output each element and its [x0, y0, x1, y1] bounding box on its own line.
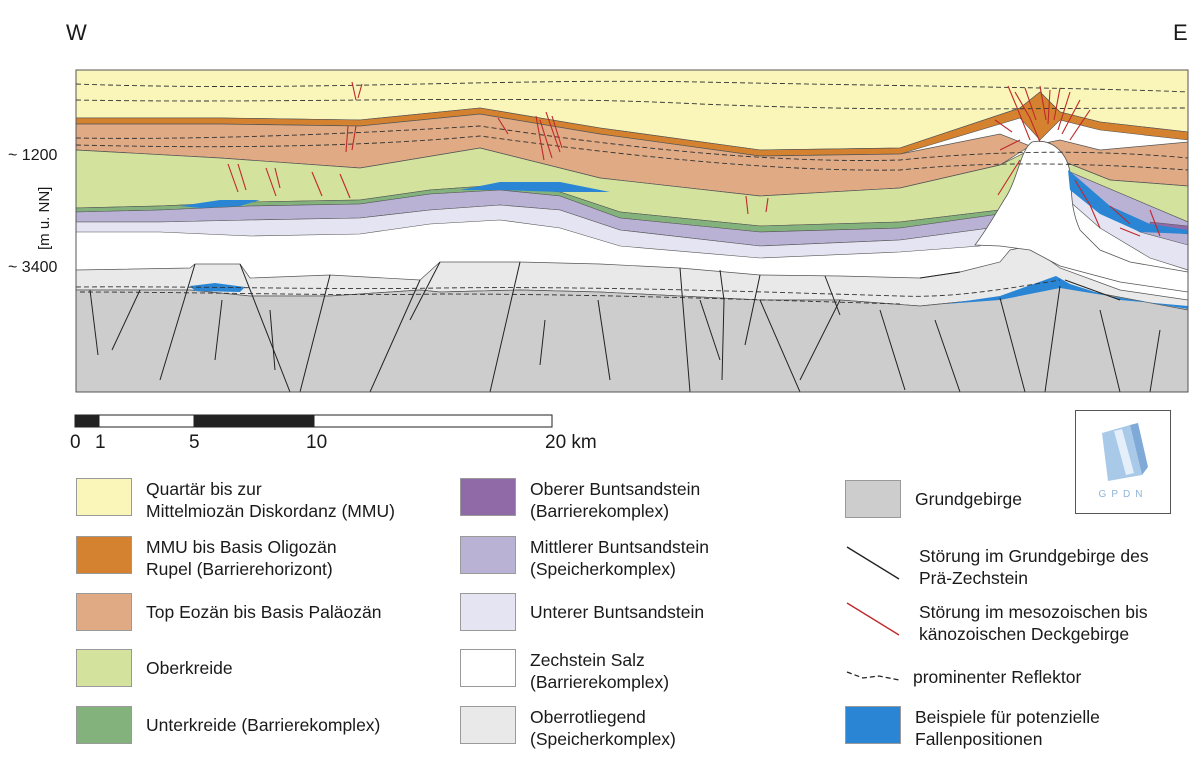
- swatch-unterer-bunt: [460, 593, 516, 631]
- trap-east-flank: [1068, 170, 1188, 234]
- logo-text: GPDN: [1098, 489, 1148, 500]
- swatch-oberkreide: [76, 649, 132, 687]
- legend-unterkreide: Unterkreide (Barrierekomplex): [76, 706, 380, 744]
- swatch-mmu: [76, 536, 132, 574]
- legend-oberer-bunt: Oberer Buntsandstein (Barrierekomplex): [460, 478, 700, 522]
- layer-grundgebirge: [76, 285, 1188, 392]
- legend-label-stoerung-grund: Störung im Grundgebirge des Prä-Zechstei…: [919, 546, 1149, 588]
- legend-oberrotliegend: Oberrotliegend (Speicherkomplex): [460, 706, 676, 750]
- scale-label-0: 0: [70, 432, 81, 453]
- cover-faults: [227, 81, 1161, 237]
- depth-tick-1200: ~ 1200: [8, 147, 58, 164]
- basement-faults: [89, 261, 1161, 392]
- salt-diapir: [974, 140, 1188, 293]
- legend-fallen: Beispiele für potenzielle Fallenposition…: [845, 706, 1100, 750]
- legend-stoerung-grund: Störung im Grundgebirge des Prä-Zechstei…: [845, 545, 1149, 589]
- scale-label-10: 10: [306, 432, 328, 453]
- legend-zechstein: Zechstein Salz (Barrierekomplex): [460, 649, 669, 693]
- legend-label-oberkreide: Oberkreide: [146, 658, 233, 678]
- reflector-dashed-symbol: [846, 671, 900, 681]
- legend-label-mmu: MMU bis Basis Oligozän Rupel (Barriereho…: [146, 537, 337, 579]
- geological-cross-section: [75, 69, 1189, 393]
- legend-label-quartaer: Quartär bis zur Mittelmiozän Diskordanz …: [146, 479, 395, 521]
- east-label: E: [1173, 20, 1188, 45]
- scale-label-1: 1: [95, 432, 106, 453]
- swatch-oberrotliegend: [460, 706, 516, 744]
- west-label: W: [66, 20, 87, 45]
- swatch-quartaer: [76, 478, 132, 516]
- scale-label-5: 5: [189, 432, 200, 453]
- legend-stoerung-meso: Störung im mesozoischen bis känozoischen…: [845, 601, 1148, 645]
- legend-grundgebirge: Grundgebirge: [845, 480, 1022, 518]
- trap-west-lower: [190, 283, 245, 292]
- legend-label-fallen: Beispiele für potenzielle Fallenposition…: [915, 707, 1100, 749]
- gpdn-logo: GPDN: [1075, 410, 1171, 514]
- scale-label-20km: 20 km: [545, 432, 597, 453]
- trap-middle: [460, 182, 610, 192]
- legend-label-stoerung-meso: Störung im mesozoischen bis känozoischen…: [919, 602, 1148, 644]
- layer-unterer-bunt: [76, 204, 991, 259]
- logo-graphic: [1102, 423, 1148, 481]
- trap-west-upper: [180, 200, 260, 208]
- legend-reflektor: prominenter Reflektor: [845, 660, 1081, 698]
- legend-label-grundgebirge: Grundgebirge: [915, 489, 1023, 509]
- legend-label-reflektor: prominenter Reflektor: [913, 667, 1082, 687]
- fault-red-symbol: [846, 602, 900, 636]
- swatch-mittlerer-bunt: [460, 536, 516, 574]
- legend-mittlerer-bunt: Mittlerer Buntsandstein (Speicherkomplex…: [460, 536, 709, 580]
- legend-label-oberrotliegend: Oberrotliegend (Speicherkomplex): [530, 707, 676, 749]
- swatch-zechstein: [460, 649, 516, 687]
- legend-label-mittlerer-bunt: Mittlerer Buntsandstein (Speicherkomplex…: [530, 537, 709, 579]
- reflector-lines: [76, 80, 1188, 305]
- legend-label-unterkreide: Unterkreide (Barrierekomplex): [146, 715, 381, 735]
- legend-label-eozaen: Top Eozän bis Basis Paläozän: [146, 602, 382, 622]
- swatch-oberer-bunt: [460, 478, 516, 516]
- legend-label-zechstein: Zechstein Salz (Barrierekomplex): [530, 650, 670, 692]
- swatch-grundgebirge: [845, 480, 901, 518]
- depth-tick-3400: ~ 3400: [8, 259, 58, 276]
- legend-label-oberer-bunt: Oberer Buntsandstein (Barrierekomplex): [530, 479, 701, 521]
- legend-label-unterer-bunt: Unterer Buntsandstein: [530, 602, 705, 622]
- legend-quartaer: Quartär bis zur Mittelmiozän Diskordanz …: [76, 478, 395, 522]
- trap-east-lower: [945, 276, 1188, 309]
- swatch-unterkreide: [76, 706, 132, 744]
- scale-bar: [74, 414, 553, 428]
- swatch-fallen: [845, 706, 901, 744]
- legend-eozaen: Top Eozän bis Basis Paläozän: [76, 593, 381, 631]
- fault-black-symbol: [846, 546, 900, 580]
- legend-mmu: MMU bis Basis Oligozän Rupel (Barriereho…: [76, 536, 337, 580]
- swatch-eozaen: [76, 593, 132, 631]
- legend-unterer-bunt: Unterer Buntsandstein: [460, 593, 704, 631]
- legend-oberkreide: Oberkreide: [76, 649, 233, 687]
